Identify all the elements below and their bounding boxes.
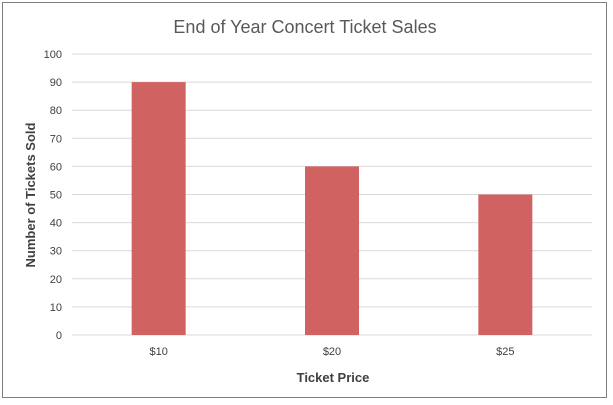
x-tick-label: $10 [149,346,167,358]
y-tick-label: 0 [56,330,62,342]
y-tick-label: 20 [50,274,62,286]
chart-title: End of Year Concert Ticket Sales [173,17,436,37]
y-tick-label: 60 [50,161,62,173]
x-axis-ticks: $10 $20 $25 [149,346,514,358]
y-axis-label: Number of Tickets Sold [23,122,38,267]
y-tick-label: 40 [50,218,62,230]
y-tick-label: 10 [50,302,62,314]
bar-0 [131,82,186,335]
x-axis-label: Ticket Price [297,370,370,385]
x-tick-label: $25 [496,346,514,358]
y-axis-ticks: 0 10 20 30 40 50 60 70 80 90 100 [44,49,62,342]
y-tick-label: 80 [50,105,62,117]
y-tick-label: 30 [50,246,62,258]
bar-1 [305,166,359,335]
x-tick-label: $20 [323,346,341,358]
y-tick-label: 90 [50,77,62,89]
bars [131,82,533,335]
bar-2 [478,194,533,335]
y-tick-label: 50 [50,190,62,202]
y-tick-label: 100 [44,49,62,61]
y-tick-label: 70 [50,133,62,145]
